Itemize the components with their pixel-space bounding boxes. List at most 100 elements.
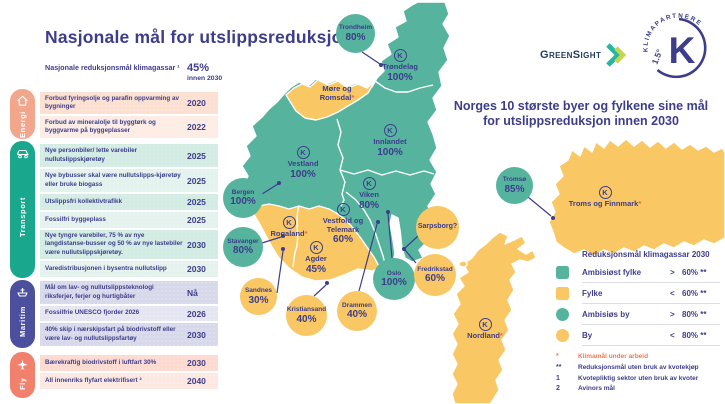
legend-value: 60% ** — [682, 267, 707, 277]
table-row: Forbud fyringsolje og parafin oppvarming… — [40, 92, 218, 114]
legend-label: Fylke — [582, 288, 603, 298]
goal-year: 2030 — [187, 239, 206, 250]
table-row: Forbud av mineralolje til byggtørk og by… — [40, 116, 218, 138]
footnotes: * Klimamål under arbeid ** Reduksjonsmål… — [556, 353, 720, 396]
region-name: Agder — [305, 254, 327, 263]
footnote: 2 Avinors mål — [556, 385, 720, 393]
region-name: Rogaland* — [270, 229, 308, 238]
city-name: Stavanger — [227, 237, 259, 245]
region-name: Troms og Finnmark* — [568, 199, 642, 208]
city-bergen: Bergen 100% — [223, 178, 263, 218]
category-pill-maritim: Maritim — [10, 280, 35, 348]
category-pill-energi: Energi — [10, 89, 35, 139]
footnote-text: Klimamål under arbeid — [578, 353, 649, 360]
category-label-energi: Energi — [18, 111, 27, 138]
legend-item: Ambisiøs by > 80% ** — [556, 307, 720, 321]
region-label-agder: K Agder 45% — [288, 241, 344, 275]
county-borders — [292, 80, 435, 268]
goal-text: Varedistribusjonen i bysentra nullutslip… — [45, 264, 167, 272]
city-value: 80% — [345, 31, 366, 43]
city-name: Sandnes — [244, 287, 273, 295]
table-row: Varedistribusjonen i bysentra nullutslip… — [40, 261, 218, 277]
city-sarpsborg: Sarpsborg? — [416, 206, 459, 249]
city-name: Oslo — [386, 269, 402, 277]
ambitious-county-swatch-icon — [556, 265, 569, 279]
national-goal-value: 45% — [187, 62, 210, 74]
legend-value: 80% ** — [682, 309, 707, 319]
footnote-text: Avinors mål — [578, 385, 615, 393]
legend-operator: > — [670, 309, 675, 319]
ship-icon — [17, 288, 28, 297]
table-row: Nye personbiler/ lette varebiler nulluts… — [40, 144, 218, 167]
legend-value: 80% ** — [682, 330, 707, 340]
city-drammen: Drammen 40% — [337, 291, 377, 331]
category-label-transport: Transport — [18, 197, 27, 238]
table-row: All innenriks flyfart elektrifisert ² 20… — [40, 373, 218, 389]
divider — [582, 282, 720, 283]
goal-year: 2025 — [187, 150, 206, 161]
city-name: Sarpsborg? — [417, 223, 458, 231]
legend-item: By < 80% ** — [556, 328, 720, 342]
klimapartnere-badge-icon: K — [393, 49, 407, 62]
city-stavanger: Stavanger 80% — [223, 227, 263, 267]
county-swatch-icon — [556, 286, 569, 300]
table-row: Nye tyngre varebiler, 75 % av nye langdi… — [40, 230, 218, 259]
legend-item: Ambisiøst fylke > 60% ** — [556, 265, 720, 279]
region-name: Vestfold og Telemark — [322, 216, 364, 234]
goal-year: 2040 — [187, 376, 206, 386]
divider — [582, 303, 720, 304]
goal-text: Fossilfri byggeplass — [45, 215, 106, 223]
legend-label: By — [582, 330, 593, 340]
klimapartnere-badge-icon: K — [336, 203, 350, 216]
goal-year: 2025 — [187, 175, 206, 186]
goal-text: Forbud av mineralolje til byggtørk og by… — [45, 118, 156, 134]
footnote-text: Kvotepliktig sektor uten bruk av kvoter — [578, 374, 699, 382]
city-value: 100% — [230, 196, 256, 208]
region-label-vestland: K Vestland 100% — [272, 146, 334, 180]
footnote: 1 Kvotepliktig sektor uten bruk av kvote… — [556, 375, 720, 383]
connector-dots — [277, 63, 555, 285]
goal-text: Bærekraftig biodrivstoff i luftfart 30% — [45, 358, 157, 366]
ambitious-city-swatch-icon — [556, 307, 569, 321]
city-value: 60% — [424, 273, 445, 285]
legend-title: Reduksjonsmål klimagassar 2030 — [582, 250, 710, 259]
table-row: Mål om lav- og nullutslippsteknologi rik… — [40, 281, 218, 304]
connector-lines — [261, 51, 552, 297]
category-label-maritim: Maritim — [18, 306, 27, 338]
region-name: Vestland — [287, 159, 319, 168]
klimapartnere-logo: KLIMAPARTNERE 1.5° K — [642, 12, 707, 79]
city-value: 40% — [346, 309, 367, 321]
city-value: 80% — [232, 245, 253, 257]
footnote-mark: ** — [556, 363, 562, 371]
legend-item: Fylke < 60% ** — [556, 286, 720, 300]
table-row: 40% skip i nærskipsfart på biodrivstoff … — [40, 323, 218, 346]
goal-year: 2030 — [187, 264, 206, 274]
greensight-wordmark: GreenSight — [540, 49, 602, 61]
legend-label: Ambisiøs by — [582, 309, 630, 319]
region-name: Trøndelag — [382, 62, 418, 71]
map-title-line1: Norges 10 største byer og fylkene sine m… — [453, 99, 709, 113]
region-value: 60% — [332, 234, 353, 246]
region-label-innlandet: K Innlandet 100% — [358, 124, 422, 158]
region-nordland-shape — [451, 231, 537, 404]
region-value: 100% — [387, 71, 413, 83]
goal-year: 2020 — [187, 98, 206, 108]
legend-label: Ambisiøst fylke — [582, 267, 642, 277]
footnote-mark: * — [556, 353, 559, 360]
goal-year: 2030 — [187, 358, 206, 368]
region-name: Nordland* — [467, 331, 503, 340]
klimapartnere-k-letter: K — [669, 30, 696, 71]
klimapartnere-badge-icon: K — [383, 124, 397, 137]
page-title: Nasjonale mål for utslippsreduksjon — [45, 27, 354, 47]
klimapartnere-badge-icon: K — [282, 216, 296, 229]
goal-year: 2025 — [187, 215, 206, 225]
city-kristiansand: Kristiansand 40% — [286, 295, 327, 336]
region-value: 45% — [305, 263, 326, 275]
city-name: Drammen — [342, 301, 372, 309]
city-name: Kristiansand — [286, 306, 327, 314]
map-legend: Reduksjonsmål klimagassar 2030 Ambisiøst… — [556, 250, 720, 349]
city-swatch-icon — [556, 328, 569, 342]
national-goal-header: Nasjonale reduksjonsmål klimagassar ¹ 45… — [45, 62, 222, 83]
goal-year: 2025 — [187, 197, 206, 207]
